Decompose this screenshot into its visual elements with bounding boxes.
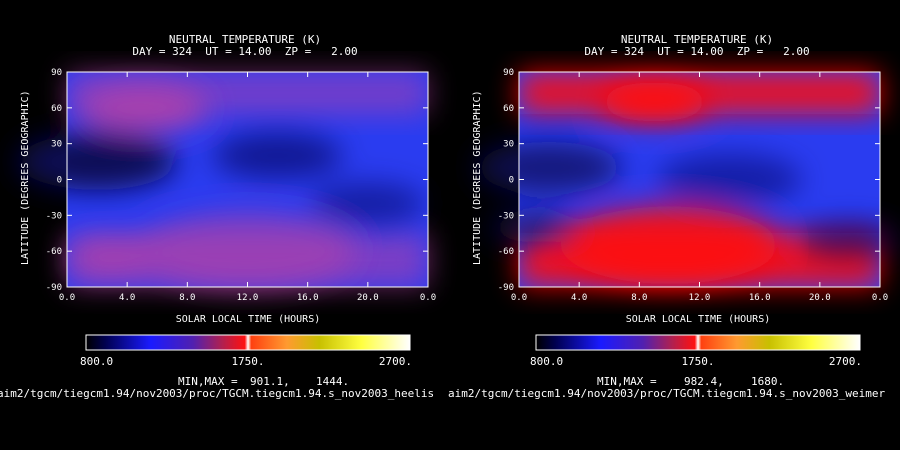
panel2-xtick-label: 4.0 — [571, 293, 587, 303]
panel2-max-value: 1680. — [751, 375, 785, 388]
panel1-xtick-label: 4.0 — [119, 293, 135, 303]
panel1-ytick-label: -90 — [46, 283, 62, 293]
panel2-blob — [561, 206, 778, 284]
panel1-ytick-label: 0 — [57, 176, 62, 186]
panel1-ytick-label: -30 — [46, 211, 62, 221]
panel1-xtick-label: 12.0 — [237, 293, 259, 303]
panel1-ytick-label: -60 — [46, 247, 62, 257]
panel1-blob — [212, 132, 343, 179]
panel2-blobs — [476, 82, 900, 284]
panel1-title-line2: DAY = 324 UT = 14.00 ZP = 2.00 — [132, 45, 358, 58]
panel1-xtick-label: 20.0 — [357, 293, 379, 303]
panel2-ytick-label: 0 — [509, 176, 514, 186]
panel1-ytick-label: 30 — [51, 140, 62, 150]
panel1-colorbar-mid-label: 1750. — [231, 355, 264, 368]
panel1-xlabel: SOLAR LOCAL TIME (HOURS) — [175, 314, 321, 325]
panel2-colorbar-min-label: 800.0 — [530, 355, 563, 368]
panel1-ytick-label: 60 — [51, 104, 62, 114]
panel2-xtick-label: 12.0 — [689, 293, 711, 303]
panel1-blob — [68, 241, 156, 273]
panel1-xtick-label: 16.0 — [297, 293, 319, 303]
panel1-file-path: aim2/tgcm/tiegcm1.94/nov2003/proc/TGCM.t… — [0, 388, 435, 400]
panel2-colorbar-max-label: 2700. — [829, 355, 862, 368]
panel2-ylabel: LATITUDE (DEGREES GEOGRAPHIC) — [472, 90, 483, 265]
panel2-xtick-label: 0.0 — [872, 293, 888, 303]
panel1-blob — [77, 84, 208, 132]
panel1-ylabel: LATITUDE (DEGREES GEOGRAPHIC) — [20, 90, 31, 265]
panel2-xtick-label: 20.0 — [809, 293, 831, 303]
panel2-file-path: aim2/tgcm/tiegcm1.94/nov2003/proc/TGCM.t… — [448, 388, 886, 400]
panel1-xtick-label: 0.0 — [59, 293, 75, 303]
panel1-colorbar — [85, 334, 411, 351]
panel2-title-line2: DAY = 324 UT = 14.00 ZP = 2.00 — [584, 45, 810, 58]
panel2-xtick-label: 8.0 — [631, 293, 647, 303]
panel2-ytick-label: 60 — [503, 104, 514, 114]
panel2-colorbar-mid-label: 1750. — [681, 355, 714, 368]
panel1-ytick-label: 90 — [51, 68, 62, 78]
panel2-xtick-label: 16.0 — [749, 293, 771, 303]
panel2-ytick-label: 90 — [503, 68, 514, 78]
panel2-blob — [490, 211, 578, 243]
panel2-ytick-label: -30 — [498, 211, 514, 221]
panel1-blobs — [17, 84, 426, 290]
panel2-blob — [476, 141, 622, 194]
panel2-min-value: 982.4, — [684, 375, 724, 388]
panel2-xtick-label: 0.0 — [511, 293, 527, 303]
panel2-blob — [799, 221, 900, 258]
panel2-minmax-label: MIN,MAX = — [597, 375, 657, 388]
panel1-blob — [310, 182, 426, 225]
panel1-blob — [17, 133, 177, 190]
panel1-xtick-label: 0.0 — [420, 293, 436, 303]
panel1-colorbar-min-label: 800.0 — [80, 355, 113, 368]
panel1-min-value: 901.1, — [250, 375, 290, 388]
panel1-max-value: 1444. — [316, 375, 350, 388]
panel2-colorbar — [535, 334, 861, 351]
panel2-xlabel: SOLAR LOCAL TIME (HOURS) — [625, 314, 771, 325]
panel2-ytick-label: 30 — [503, 140, 514, 150]
panel2-title-line1: NEUTRAL TEMPERATURE (K) — [620, 33, 774, 46]
panel1-title-line1: NEUTRAL TEMPERATURE (K) — [168, 33, 322, 46]
panel2-blob — [600, 82, 709, 122]
panel2-ytick-label: -90 — [498, 283, 514, 293]
panel1-xtick-label: 8.0 — [179, 293, 195, 303]
panel2-ytick-label: -60 — [498, 247, 514, 257]
panel1-minmax-label: MIN,MAX = — [178, 375, 238, 388]
panel2-blob — [657, 153, 802, 206]
panel1-blob — [139, 212, 356, 290]
panel1-colorbar-max-label: 2700. — [379, 355, 412, 368]
